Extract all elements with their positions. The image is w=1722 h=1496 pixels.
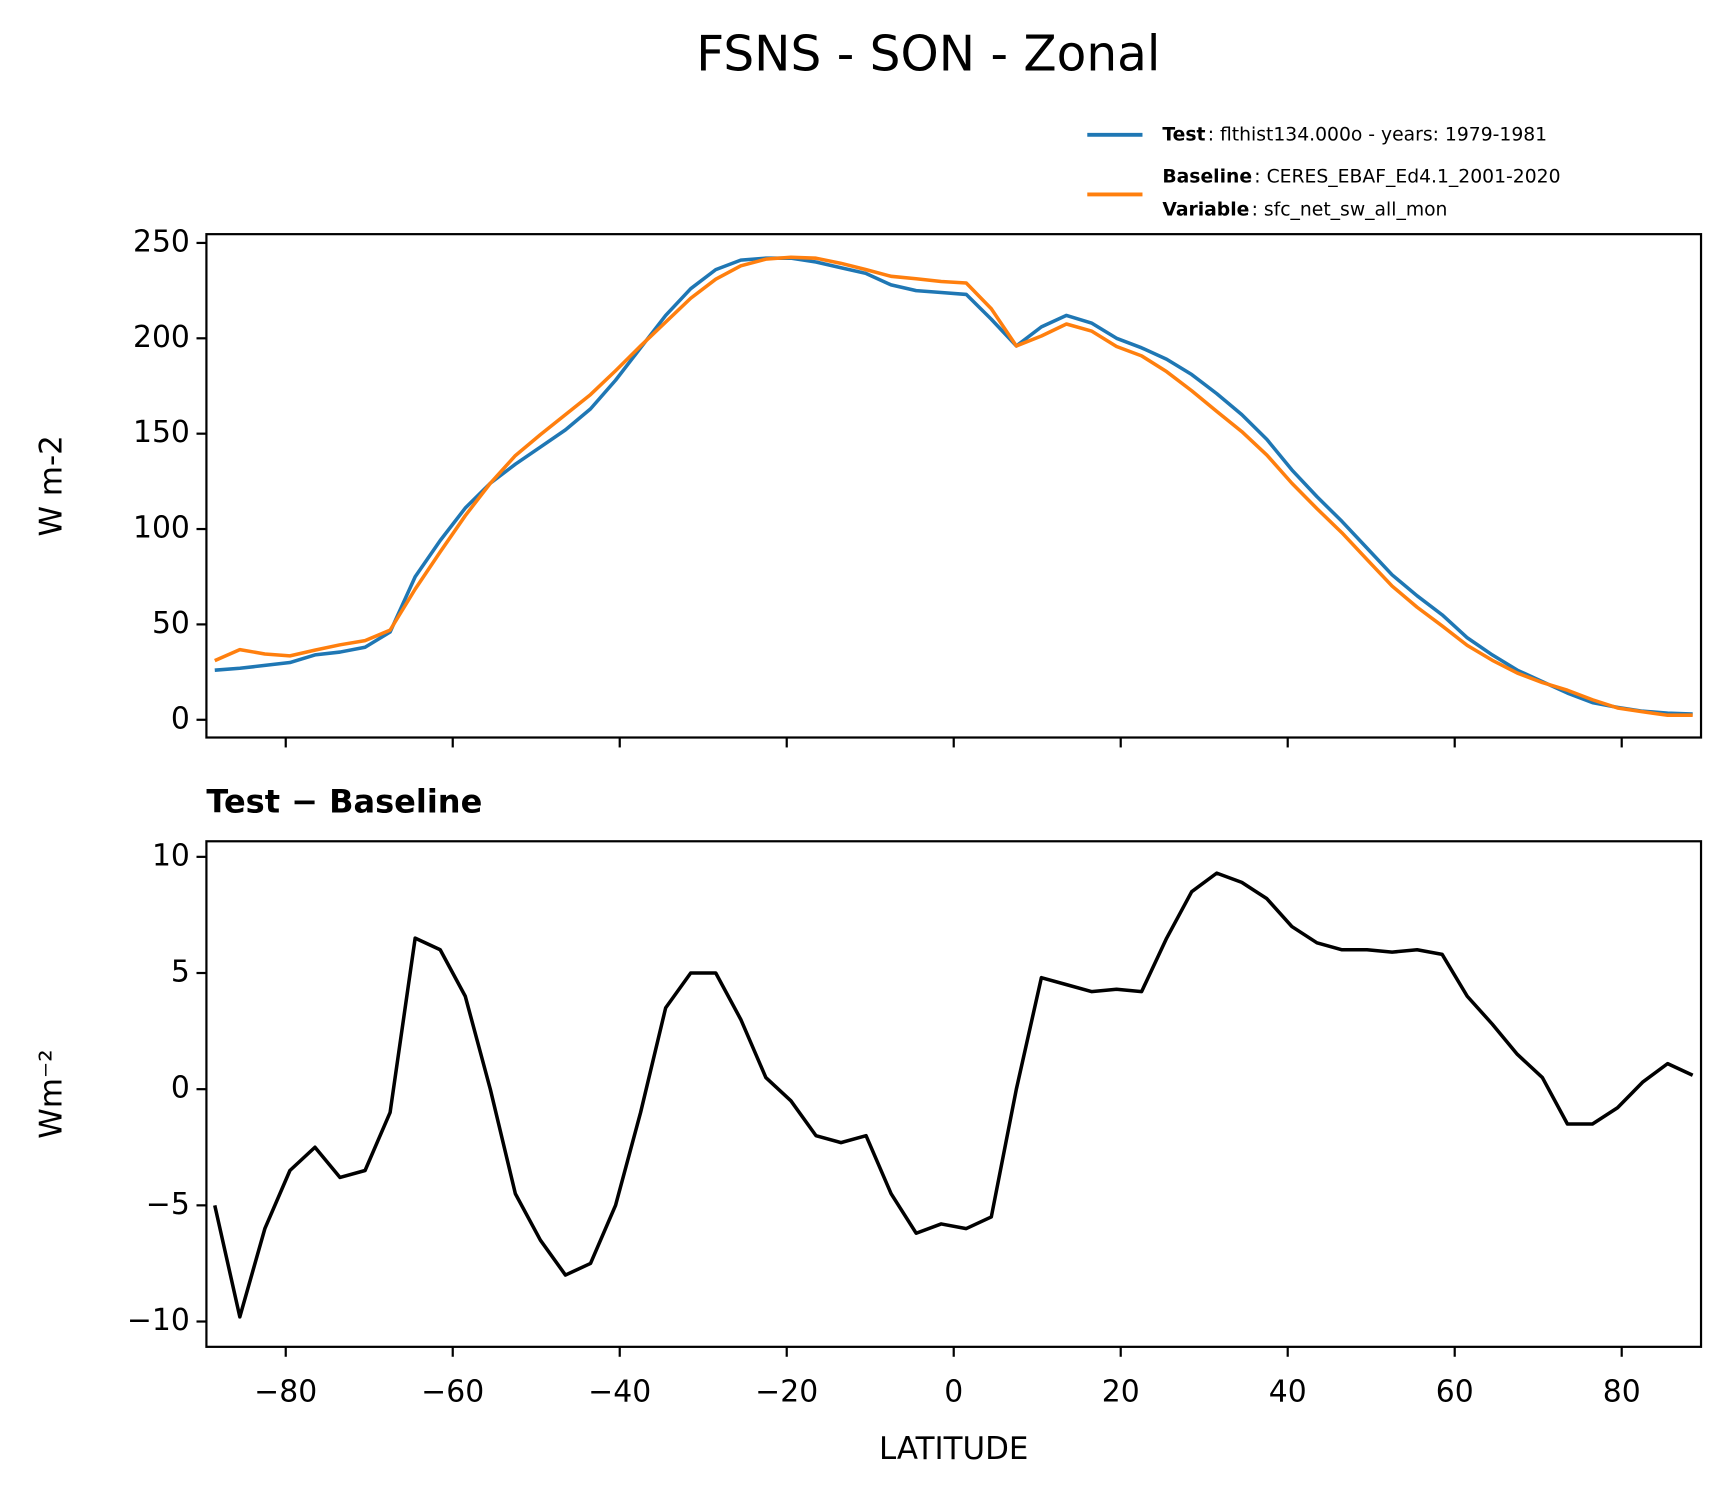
legend-name: Baseline <box>1162 166 1252 187</box>
legend-name: Variable <box>1162 199 1249 220</box>
x-tick-label: 40 <box>1269 1375 1307 1410</box>
y-tick-label: 100 <box>133 511 190 546</box>
axes-title: Test − Baseline <box>206 783 482 821</box>
x-tick-label: 60 <box>1436 1375 1474 1410</box>
legend-label: : flthist134.000o - years: 1979-1981 <box>1208 124 1547 145</box>
y-tick-label: 10 <box>152 838 190 873</box>
legend-label: : sfc_net_sw_all_mon <box>1252 199 1448 220</box>
x-tick-label: −80 <box>254 1375 317 1410</box>
x-tick-label: −40 <box>588 1375 651 1410</box>
data-line <box>214 255 1693 717</box>
legend-label: : CERES_EBAF_Ed4.1_2001-2020 <box>1254 166 1560 187</box>
x-tick-label: −60 <box>421 1375 484 1410</box>
legend-name: Test <box>1162 124 1205 145</box>
data-line <box>214 256 1693 716</box>
y-axis-label: Wm⁻² <box>33 1049 69 1138</box>
y-tick-label: 200 <box>133 320 190 355</box>
data-line <box>213 871 1694 1319</box>
y-tick-label: 50 <box>152 606 190 641</box>
x-tick-label: −20 <box>755 1375 818 1410</box>
y-tick-label: 5 <box>171 955 190 990</box>
x-tick-label: 80 <box>1603 1375 1641 1410</box>
y-tick-label: 150 <box>133 415 190 450</box>
y-tick-label: 250 <box>133 224 190 259</box>
y-tick-label: −10 <box>127 1303 190 1338</box>
x-axis-label: LATITUDE <box>879 1431 1028 1467</box>
y-tick-label: 0 <box>171 1071 190 1106</box>
y-tick-label: −5 <box>146 1187 190 1222</box>
x-tick-label: 20 <box>1102 1375 1140 1410</box>
y-axis-label: W m-2 <box>33 435 69 536</box>
x-tick-label: 0 <box>944 1375 963 1410</box>
y-tick-label: 0 <box>171 701 190 736</box>
figure-title: FSNS - SON - Zonal <box>696 27 1160 83</box>
